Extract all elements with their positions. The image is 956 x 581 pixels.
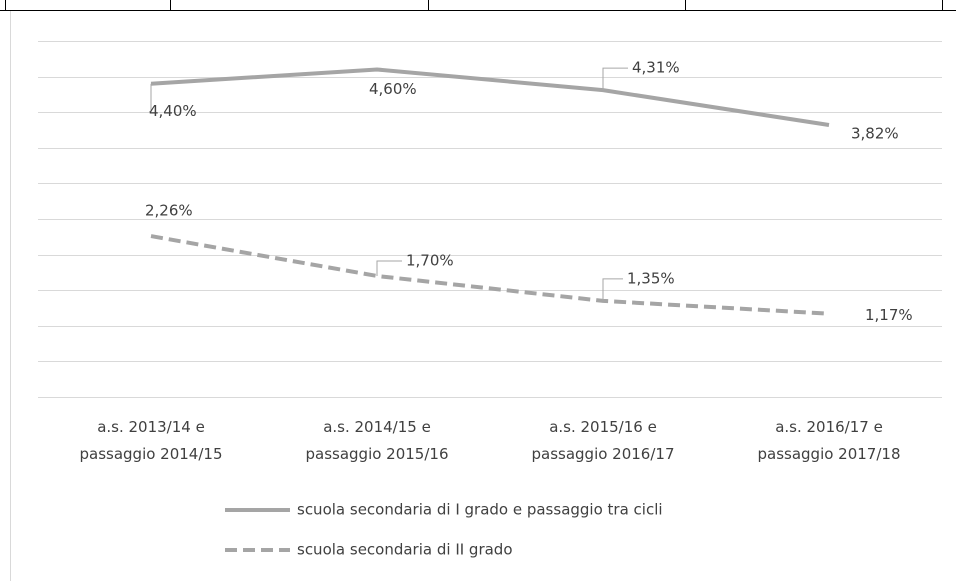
- label-leader: [602, 67, 628, 91]
- data-label: 2,26%: [145, 202, 193, 220]
- x-tick-line: passaggio 2016/17: [531, 445, 674, 463]
- label-leader: [602, 278, 623, 301]
- table-border: [0, 0, 956, 11]
- data-label: 4,31%: [632, 59, 680, 77]
- data-label: 3,82%: [851, 125, 899, 143]
- x-tick-line: a.s. 2014/15 e: [323, 418, 431, 436]
- series-line: [150, 67, 830, 127]
- data-label: 4,60%: [369, 80, 417, 98]
- x-tick-line: passaggio 2014/15: [79, 445, 222, 463]
- data-label: 4,40%: [149, 102, 197, 120]
- data-label: 1,70%: [406, 251, 454, 269]
- x-tick-line: a.s. 2013/14 e: [97, 418, 205, 436]
- x-tick-label: a.s. 2016/17 e passaggio 2017/18: [757, 418, 900, 463]
- x-tick-label: a.s. 2014/15 e passaggio 2015/16: [305, 418, 448, 463]
- legend-label: scuola secondaria di I grado e passaggio…: [297, 501, 663, 519]
- x-tick-line: a.s. 2015/16 e: [549, 418, 657, 436]
- x-tick-line: passaggio 2017/18: [757, 445, 900, 463]
- series-line: [150, 234, 830, 316]
- x-tick-line: passaggio 2015/16: [305, 445, 448, 463]
- legend-label: scuola secondaria di II grado: [297, 541, 513, 559]
- x-tick-line: a.s. 2016/17 e: [775, 418, 883, 436]
- x-tick-label: a.s. 2015/16 e passaggio 2016/17: [531, 418, 674, 463]
- data-label: 1,17%: [865, 306, 913, 324]
- x-tick-label: a.s. 2013/14 e passaggio 2014/15: [79, 418, 222, 463]
- label-leader: [149, 83, 152, 113]
- label-leader: [376, 260, 402, 276]
- data-label: 1,35%: [627, 269, 675, 287]
